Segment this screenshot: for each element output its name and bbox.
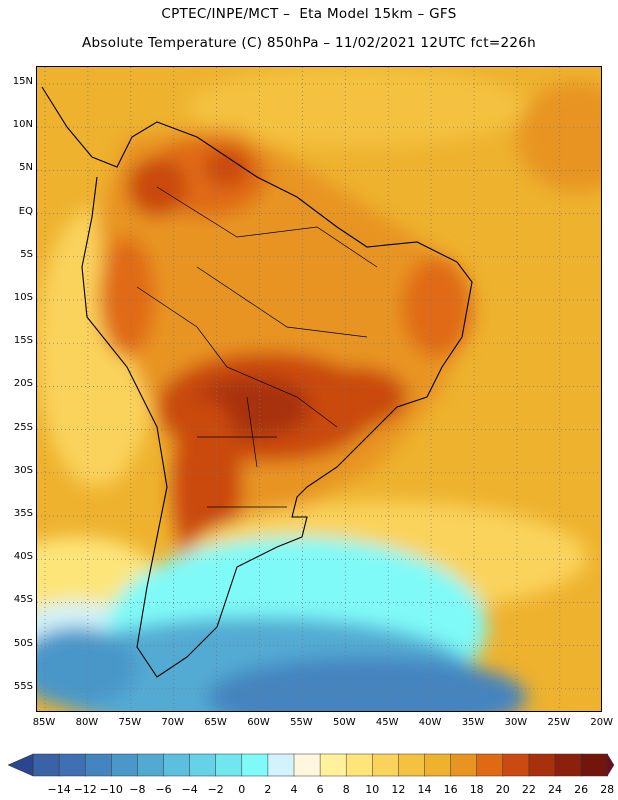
lat-label: 30S [13,464,33,476]
colorbar-swatch [476,753,504,777]
colorbar-tick-label: 14 [417,783,432,796]
colorbar-tick-label: 26 [574,783,589,796]
colorbar-swatch [398,753,426,777]
lat-label: 45S [13,594,33,606]
colorbar-low-arrow [7,753,34,777]
cold-region-sw [37,627,137,707]
colorbar-swatch [189,753,217,777]
colorbar-swatch [528,753,556,777]
lat-label: 10S [13,292,33,303]
colorbar-swatch [241,753,269,777]
lat-label: 25S [13,421,33,433]
colorbar-tick-label: −2 [207,783,224,796]
lat-label: 5N [19,162,33,174]
lat-label: 55S [13,680,33,692]
colorbar-swatch [502,753,530,777]
lat-label: 15S [13,335,33,347]
colorbar-tick-label: 4 [290,783,298,796]
lat-label: 5S [20,248,33,260]
colorbar-tick-label: 10 [365,783,380,796]
colorbar-swatch [345,753,374,777]
colorbar-swatch [267,753,295,777]
chart-subtitle: Absolute Temperature (C) 850hPa – 11/02/… [82,35,536,51]
colorbar-tick-label: 6 [316,783,324,796]
colorbar-tick-label: −10 [99,783,123,796]
lon-label: 80W [75,717,99,728]
chart-title: CPTEC/INPE/MCT – Eta Model 15km – GFS [161,6,457,22]
colorbar-tick-label: 20 [495,783,510,796]
hot-region-sao-paulo [307,367,407,427]
colorbar-tick-label: 12 [391,783,406,796]
colorbar-tick-label: −6 [155,783,172,796]
lon-label: 70W [161,717,184,728]
colorbar-tick-label: −4 [181,783,198,796]
lon-label: 50W [332,717,356,728]
cold-region-sea [207,657,527,711]
colorbar-tick-label: −14 [47,783,71,796]
lat-label: EQ [18,205,33,217]
lon-label: 25W [547,717,571,728]
lon-label: 40W [418,717,442,728]
hot-region-ne-brazil [402,257,472,357]
colorbar-tick-label: 24 [548,783,562,796]
lon-label: 85W [32,717,56,728]
map-canvas [37,67,601,711]
hot-region-guiana [205,147,249,187]
colorbar-swatch [450,753,478,777]
lon-label: 75W [118,717,142,728]
lat-label: 35S [13,508,33,519]
lat-label: 15N [12,76,33,87]
colorbar-tick-label: 18 [469,783,484,796]
colorbar-swatch [84,753,113,777]
lon-label: 20W [590,717,613,728]
colorbar-swatch [580,753,608,777]
colorbar-swatch [32,753,60,777]
colorbar-tick-label: −12 [73,783,97,796]
colorbar-tick-label: 2 [264,783,272,796]
temperature-fields [37,67,601,711]
south-america-coastline [41,86,473,678]
colorbar-swatch [163,753,191,777]
colorbar-tick-label: 0 [238,783,246,796]
colorbar-tick-label: 16 [443,783,458,796]
country-borders [136,186,378,508]
lat-label: 50S [13,637,33,649]
colorbar-swatch [111,753,139,777]
colorbar-tick-label: 8 [342,783,350,796]
colorbar-tick-label: 28 [600,783,615,796]
colorbar-swatch [424,753,452,777]
colorbar-swatch [293,753,321,777]
lat-label: 40S [13,551,33,563]
lon-label: 55W [290,717,313,728]
hot-region-peru [99,237,155,357]
colorbar-swatch [372,753,400,777]
colorbar-swatch [215,753,243,777]
colorbar-swatch [58,753,86,777]
colorbar-high-arrow [606,753,615,777]
temperature-map [36,66,602,712]
lat-label: 10N [12,119,33,131]
lat-label: 20S [13,378,33,390]
lon-label: 60W [247,717,270,728]
colorbar-tick-label: −8 [129,783,146,796]
colorbar-tick-label: 22 [521,783,536,796]
lon-label: 30W [504,717,528,728]
lon-label: 45W [375,717,399,728]
lon-label: 65W [204,717,227,728]
warm-region-ne-ocean [517,82,601,192]
colorbar-swatch [554,753,582,777]
colorbar-swatch [137,753,165,777]
colorbar-swatch [319,753,347,777]
lon-label: 35W [461,717,485,728]
